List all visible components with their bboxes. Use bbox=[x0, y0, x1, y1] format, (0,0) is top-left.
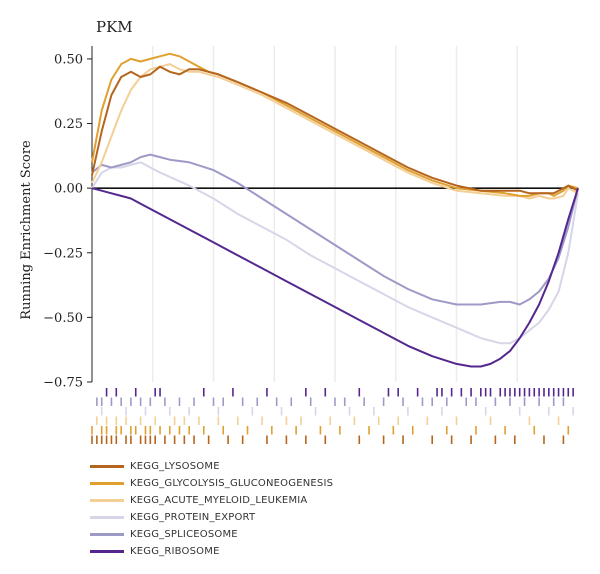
legend-item: KEGG_SPLICEOSOME bbox=[90, 526, 333, 543]
series-lines bbox=[91, 52, 579, 368]
series-line-kegg-spliceosome bbox=[91, 153, 579, 306]
y-axis: 0.50 0.25 0.00 −0.25 −0.50 −0.75 bbox=[43, 46, 93, 391]
legend-swatch bbox=[90, 533, 124, 536]
legend-swatch bbox=[90, 550, 124, 553]
legend-label: KEGG_RIBOSOME bbox=[130, 546, 220, 557]
y-tick-label: −0.25 bbox=[43, 246, 83, 261]
legend-label: KEGG_ACUTE_MYELOID_LEUKEMIA bbox=[130, 495, 308, 506]
y-tick-label: −0.50 bbox=[43, 311, 83, 326]
series-line-kegg-lysosome bbox=[91, 65, 579, 195]
legend-label: KEGG_GLYCOLYSIS_GLUCONEOGENESIS bbox=[130, 478, 334, 489]
legend-swatch bbox=[90, 482, 124, 485]
chart-title: PKM bbox=[96, 18, 133, 36]
series-line-kegg-protein-export bbox=[91, 161, 579, 345]
series-line-kegg-glycolysis-gluconeogenesis bbox=[91, 52, 579, 197]
legend-label: KEGG_PROTEIN_EXPORT bbox=[130, 512, 256, 523]
legend-swatch bbox=[90, 465, 124, 468]
series-line-kegg-ribosome bbox=[91, 187, 579, 368]
y-tick-label: −0.75 bbox=[43, 376, 83, 391]
y-tick-label: 0.25 bbox=[54, 117, 83, 132]
legend-swatch bbox=[90, 499, 124, 502]
legend-label: KEGG_SPLICEOSOME bbox=[130, 529, 238, 540]
y-tick-label: 0.00 bbox=[54, 182, 83, 197]
legend-item: KEGG_PROTEIN_EXPORT bbox=[90, 509, 333, 526]
series-line-kegg-acute-myeloid-leukemia bbox=[91, 63, 579, 200]
y-tick-label: 0.50 bbox=[54, 52, 83, 67]
legend-swatch bbox=[90, 516, 124, 519]
rug-plot bbox=[91, 388, 574, 444]
y-axis-label: Running Enrichment Score bbox=[19, 140, 34, 320]
legend-item: KEGG_ACUTE_MYELOID_LEUKEMIA bbox=[90, 492, 333, 509]
legend-item: KEGG_LYSOSOME bbox=[90, 458, 333, 475]
legend-item: KEGG_GLYCOLYSIS_GLUCONEOGENESIS bbox=[90, 475, 333, 492]
legend-item: KEGG_RIBOSOME bbox=[90, 543, 333, 560]
legend: KEGG_LYSOSOME KEGG_GLYCOLYSIS_GLUCONEOGEN… bbox=[90, 458, 333, 560]
grid-lines bbox=[152, 46, 518, 382]
legend-label: KEGG_LYSOSOME bbox=[130, 461, 220, 472]
